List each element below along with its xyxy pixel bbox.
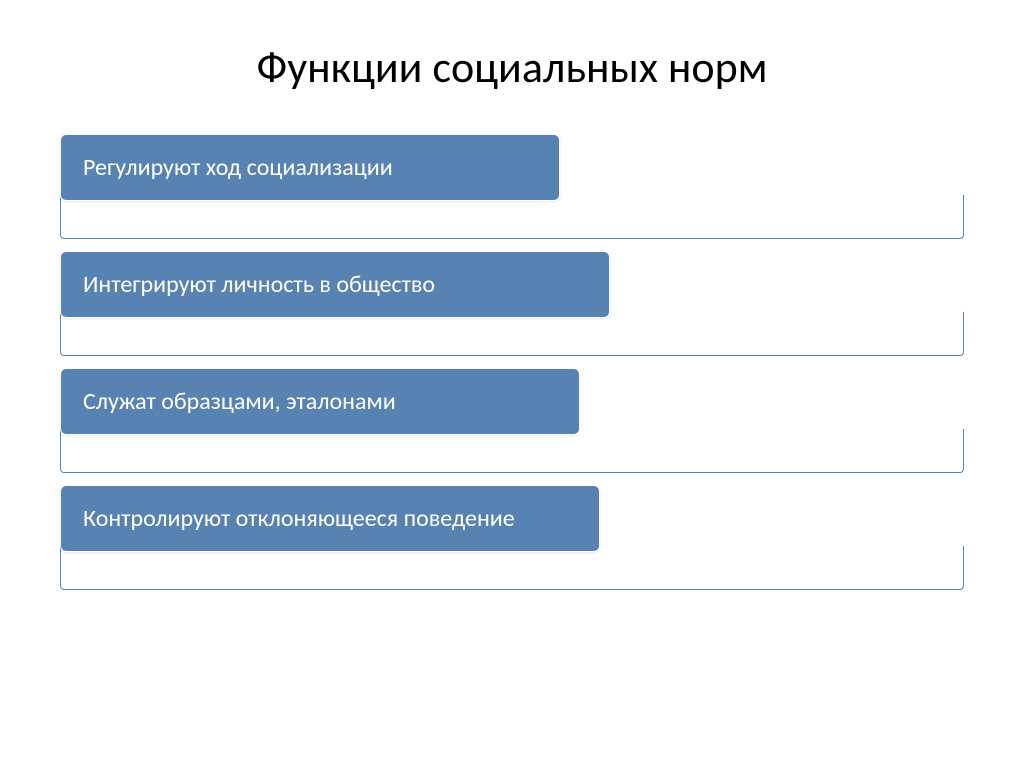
- function-box-1: Регулируют ход социализации: [60, 134, 560, 201]
- function-box-2: Интегрируют личность в общество: [60, 251, 610, 318]
- function-box-3: Служат образцами, эталонами: [60, 368, 580, 435]
- diagram-item: Служат образцами, эталонами: [60, 368, 964, 473]
- frame-3: [60, 429, 964, 473]
- slide-title: Функции социальных норм: [60, 40, 964, 94]
- frame-2: [60, 312, 964, 356]
- frame-1: [60, 195, 964, 239]
- diagram-item: Интегрируют личность в общество: [60, 251, 964, 356]
- function-box-4: Контролируют отклоняющееся поведение: [60, 485, 600, 552]
- frame-4: [60, 546, 964, 590]
- diagram-item: Контролируют отклоняющееся поведение: [60, 485, 964, 590]
- diagram-item: Регулируют ход социализации: [60, 134, 964, 239]
- functions-diagram: Регулируют ход социализации Интегрируют …: [60, 134, 964, 602]
